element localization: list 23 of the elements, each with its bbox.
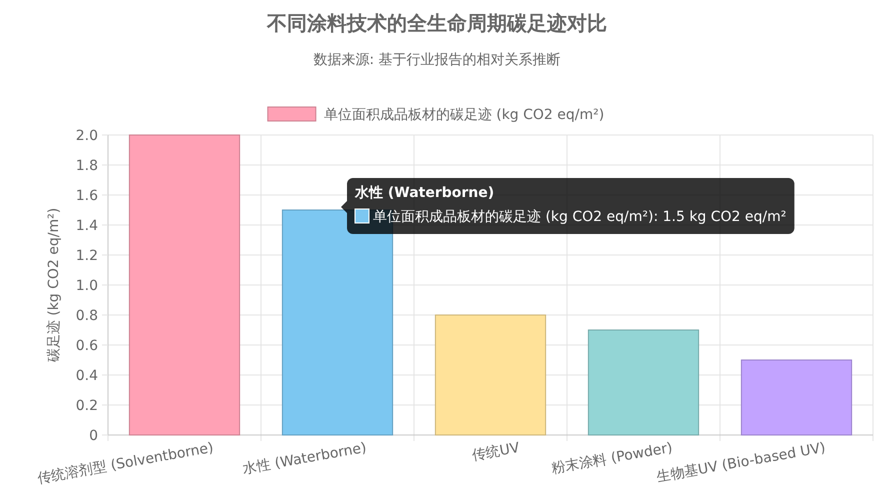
y-tick-label: 2.0 <box>76 128 98 144</box>
y-tick-label: 0.6 <box>76 338 98 354</box>
y-tick-label: 1.6 <box>76 188 98 204</box>
chart-subtitle: 数据来源: 基于行业报告的相对关系推断 <box>313 52 561 68</box>
bar <box>740 360 852 436</box>
y-tick-label: 1.2 <box>76 248 98 264</box>
y-tick-label: 1.8 <box>76 158 98 174</box>
x-tick-label: 传统UV <box>470 440 522 464</box>
bar <box>588 330 700 436</box>
annotation: 单位面积成品板材的碳足迹 (kg CO2 eq/m²): 1.5 kg CO2 eq/m² <box>373 209 786 225</box>
y-tick-label: 1.0 <box>76 278 98 294</box>
bar <box>128 134 240 436</box>
y-tick-label: 0.4 <box>76 368 98 384</box>
y-tick-label: 0.2 <box>76 398 98 414</box>
y-tick-label: 1.4 <box>76 218 98 234</box>
y-tick-label: 0.8 <box>76 308 98 324</box>
y-axis-title: 碳足迹 (kg CO2 eq/m²) <box>46 208 62 364</box>
tooltip: 水性 (Waterborne) 单位面积成品板材的碳足迹 (kg CO2 eq/m²): 1.5 kg CO2 eq/m² <box>341 178 794 234</box>
chart-title: 不同涂料技术的全生命周期碳足迹对比 <box>266 11 607 35</box>
y-tick-label: 0 <box>89 428 98 444</box>
legend-label: 单位面积成品板材的碳足迹 (kg CO2 eq/m²) <box>324 107 604 123</box>
annotation: 水性 (Waterborne) <box>354 185 494 201</box>
bar <box>434 314 546 436</box>
